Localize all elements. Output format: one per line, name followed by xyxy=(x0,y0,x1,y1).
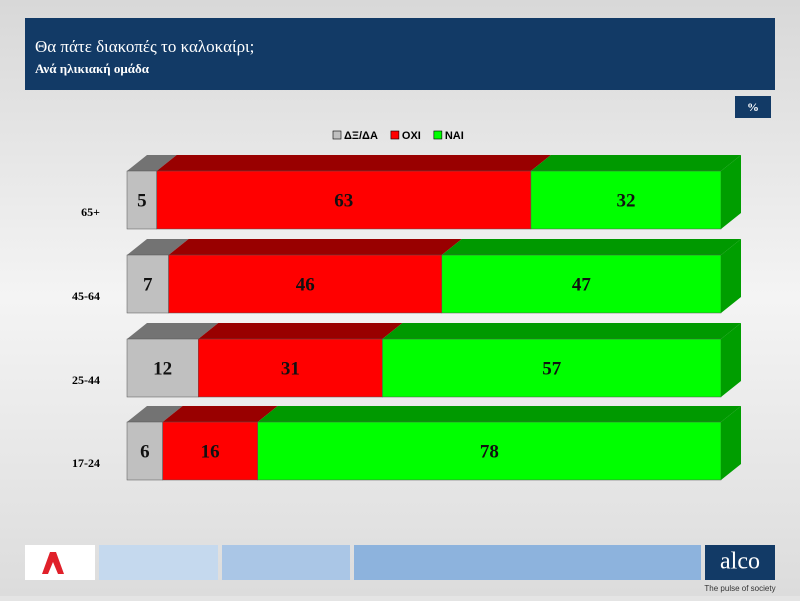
footer-strip xyxy=(222,545,350,580)
bar-segment xyxy=(156,170,532,230)
footer-logo-icon xyxy=(42,552,64,574)
y-tick-label: 65+ xyxy=(81,205,100,219)
bar-segment xyxy=(198,338,383,398)
bar-side xyxy=(721,155,741,229)
bar-side xyxy=(721,406,741,480)
chart-title: Θα πάτε διακοπές το καλοκαίρι; xyxy=(35,37,254,56)
chart-subtitle: Ανά ηλικιακή ομάδα xyxy=(35,61,150,76)
brand-tagline: The pulse of society xyxy=(704,584,775,593)
data-label: 78 xyxy=(480,441,499,462)
y-tick-label: 25-44 xyxy=(72,373,100,387)
bar-top xyxy=(127,155,177,171)
footer-strip xyxy=(99,545,218,580)
bar-side xyxy=(721,323,741,397)
bar-top xyxy=(162,406,278,422)
plot: 65+ 5 63 32 45-64 7 46 47 25-44 12 31 57 17-24 6 16 78 xyxy=(72,155,741,481)
legend-swatch xyxy=(433,130,443,140)
bar-segment xyxy=(382,338,722,398)
legend: ΔΞ/ΔΑ ΟΧΙ ΝΑΙ xyxy=(332,130,464,142)
bar-segment xyxy=(126,170,157,230)
data-label: 5 xyxy=(137,190,147,211)
brand-name: alco xyxy=(720,549,760,575)
y-tick-label: 45-64 xyxy=(72,289,100,303)
legend-label: ΟΧΙ xyxy=(402,130,421,142)
bar-top xyxy=(198,323,403,339)
data-label: 47 xyxy=(572,274,592,295)
data-label: 16 xyxy=(201,441,220,462)
legend-label: ΝΑΙ xyxy=(445,130,464,142)
bar-top xyxy=(168,239,462,255)
bar-segment xyxy=(126,421,163,481)
data-label: 46 xyxy=(296,274,315,295)
bar-segment xyxy=(257,421,722,481)
bar-top xyxy=(127,406,183,422)
unit-box xyxy=(735,96,771,118)
bar-top xyxy=(127,323,219,339)
legend-swatch xyxy=(332,130,342,140)
bar-top xyxy=(441,239,741,255)
data-label: 6 xyxy=(140,441,150,462)
bar-segment xyxy=(126,338,199,398)
y-tick-label: 17-24 xyxy=(72,456,100,470)
legend-swatch xyxy=(390,130,400,140)
footer-logo-box xyxy=(25,545,95,580)
bar-top xyxy=(156,155,551,171)
brand-box xyxy=(705,545,775,580)
unit-label: % xyxy=(747,100,759,114)
data-label: 63 xyxy=(334,190,353,211)
bar-segment xyxy=(168,254,443,314)
bar-side xyxy=(721,239,741,313)
bar-top xyxy=(127,239,189,255)
legend-label: ΔΞ/ΔΑ xyxy=(344,130,378,142)
bar-segment xyxy=(441,254,722,314)
data-label: 32 xyxy=(616,190,635,211)
data-label: 57 xyxy=(542,358,562,379)
data-label: 7 xyxy=(143,274,153,295)
bar-top xyxy=(530,155,741,171)
bar-segment xyxy=(162,421,258,481)
bar-top xyxy=(382,323,741,339)
footer-strip xyxy=(354,545,701,580)
header-band xyxy=(25,18,775,90)
data-label: 12 xyxy=(153,358,172,379)
data-label: 31 xyxy=(281,358,300,379)
bar-segment xyxy=(126,254,169,314)
bar-top xyxy=(257,406,741,422)
